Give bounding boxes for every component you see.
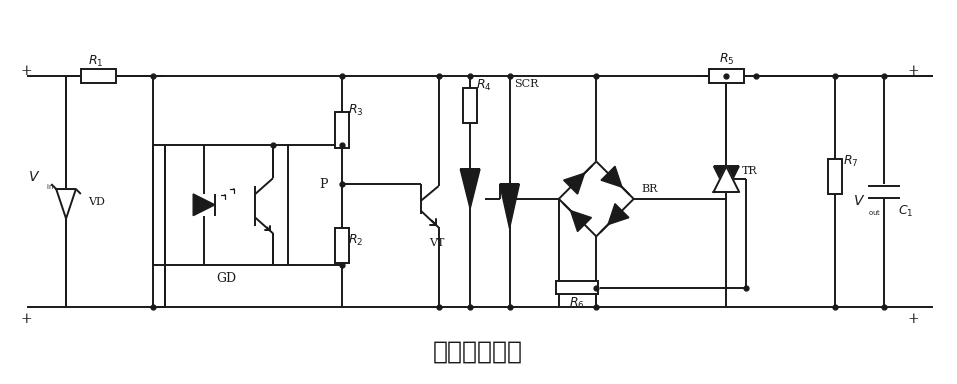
Text: $R_6$: $R_6$ xyxy=(569,296,585,311)
Text: $_{\rm out}$: $_{\rm out}$ xyxy=(868,209,880,218)
Text: $C_1$: $C_1$ xyxy=(898,204,914,219)
Text: BR: BR xyxy=(641,184,658,194)
Text: P: P xyxy=(320,178,328,190)
Polygon shape xyxy=(564,173,585,194)
Polygon shape xyxy=(56,189,76,218)
Text: +: + xyxy=(908,312,920,326)
Text: $V$: $V$ xyxy=(29,170,40,184)
Text: +: + xyxy=(21,312,33,326)
Bar xyxy=(80,69,117,83)
Polygon shape xyxy=(570,211,591,232)
Bar xyxy=(556,281,598,295)
Polygon shape xyxy=(460,169,480,209)
Text: +: + xyxy=(21,64,33,78)
Text: VT: VT xyxy=(429,238,444,248)
Polygon shape xyxy=(193,194,215,216)
Bar xyxy=(828,159,841,194)
Text: GD: GD xyxy=(216,272,236,285)
Text: +: + xyxy=(908,64,920,78)
Bar xyxy=(335,112,349,148)
Polygon shape xyxy=(601,166,622,187)
Polygon shape xyxy=(714,166,739,192)
Text: $R_1$: $R_1$ xyxy=(88,55,103,70)
Text: $R_2$: $R_2$ xyxy=(348,233,364,248)
Text: $_{\rm in}$: $_{\rm in}$ xyxy=(46,182,55,192)
Polygon shape xyxy=(608,204,629,225)
Text: $R_3$: $R_3$ xyxy=(348,103,364,118)
Text: $V$: $V$ xyxy=(854,194,865,209)
Text: TR: TR xyxy=(742,166,758,176)
Text: $R_5$: $R_5$ xyxy=(719,52,734,68)
Polygon shape xyxy=(500,184,520,228)
Polygon shape xyxy=(714,166,739,192)
Text: 继电器原理图: 继电器原理图 xyxy=(433,340,523,364)
Bar xyxy=(165,145,288,265)
Bar xyxy=(463,88,477,123)
Text: $R_4$: $R_4$ xyxy=(476,78,492,93)
Text: SCR: SCR xyxy=(515,79,539,89)
Bar xyxy=(335,228,349,263)
Text: $R_7$: $R_7$ xyxy=(843,154,858,169)
Text: VD: VD xyxy=(88,197,104,207)
Bar xyxy=(708,69,745,83)
